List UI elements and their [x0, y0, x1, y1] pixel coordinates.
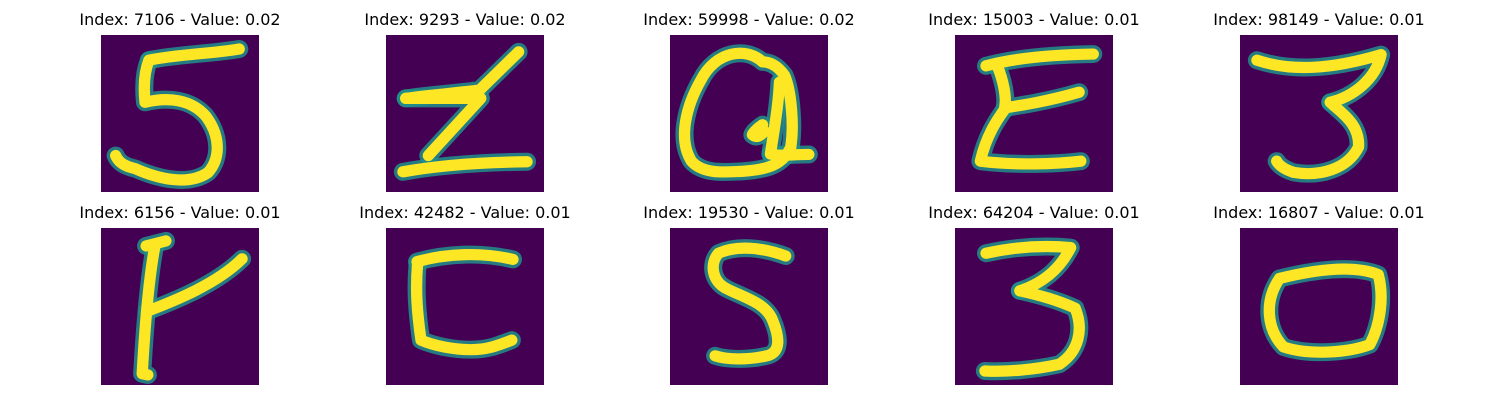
grid-cell: Index: 15003 - Value: 0.01	[904, 10, 1164, 195]
digit-image	[1240, 228, 1398, 385]
cell-title: Index: 6156 - Value: 0.01	[79, 203, 281, 222]
grid-cell: Index: 19530 - Value: 0.01	[619, 203, 879, 388]
grid-cell: Index: 64204 - Value: 0.01	[904, 203, 1164, 388]
cell-title: Index: 64204 - Value: 0.01	[928, 203, 1140, 222]
digit-image	[670, 35, 828, 192]
digit-image	[386, 35, 544, 192]
handwritten-stroke-core	[974, 102, 1087, 170]
handwritten-stroke-core	[707, 242, 792, 365]
digit-image	[386, 228, 544, 385]
digit-image	[955, 228, 1113, 385]
handwritten-stroke-core	[1263, 263, 1387, 358]
handwritten-stroke-core	[110, 54, 223, 186]
cell-title: Index: 7106 - Value: 0.02	[79, 10, 281, 29]
grid-cell: Index: 16807 - Value: 0.01	[1189, 203, 1449, 388]
handwritten-stroke-core	[411, 249, 519, 268]
handwritten-stroke-core	[746, 119, 771, 143]
digit-image	[1240, 35, 1398, 192]
cell-title: Index: 98149 - Value: 0.01	[1213, 10, 1425, 29]
handwritten-stroke-core	[142, 253, 248, 317]
grid-cell: Index: 7106 - Value: 0.02	[50, 10, 310, 195]
handwritten-stroke-core	[764, 76, 786, 160]
handwritten-stroke-core	[1271, 96, 1365, 180]
grid-cell: Index: 42482 - Value: 0.01	[335, 203, 595, 388]
cell-title: Index: 59998 - Value: 0.02	[643, 10, 855, 29]
handwritten-stroke-core	[678, 47, 798, 178]
handwritten-stroke-core	[980, 240, 1077, 297]
handwritten-stroke-core	[979, 285, 1085, 377]
grid-cell: Index: 59998 - Value: 0.02	[619, 10, 879, 195]
handwritten-stroke-core	[764, 148, 815, 161]
grid-cell: Index: 98149 - Value: 0.01	[1189, 10, 1449, 195]
digit-image	[955, 35, 1113, 192]
cell-title: Index: 16807 - Value: 0.01	[1213, 203, 1425, 222]
grid-cell: Index: 9293 - Value: 0.02	[335, 10, 595, 195]
digit-image	[101, 228, 259, 385]
digit-image	[670, 228, 828, 385]
cell-title: Index: 9293 - Value: 0.02	[364, 10, 566, 29]
digit-image	[101, 35, 259, 192]
handwritten-stroke-core	[400, 92, 487, 162]
handwritten-stroke-core	[1251, 49, 1387, 108]
handwritten-stroke-core	[140, 235, 172, 252]
cell-title: Index: 19530 - Value: 0.01	[643, 203, 855, 222]
handwritten-stroke-core	[143, 43, 245, 66]
cell-title: Index: 15003 - Value: 0.01	[928, 10, 1140, 29]
grid-cell: Index: 6156 - Value: 0.01	[50, 203, 310, 388]
handwritten-stroke-core	[410, 258, 518, 356]
cell-title: Index: 42482 - Value: 0.01	[359, 203, 571, 222]
handwritten-stroke-core	[397, 156, 533, 178]
